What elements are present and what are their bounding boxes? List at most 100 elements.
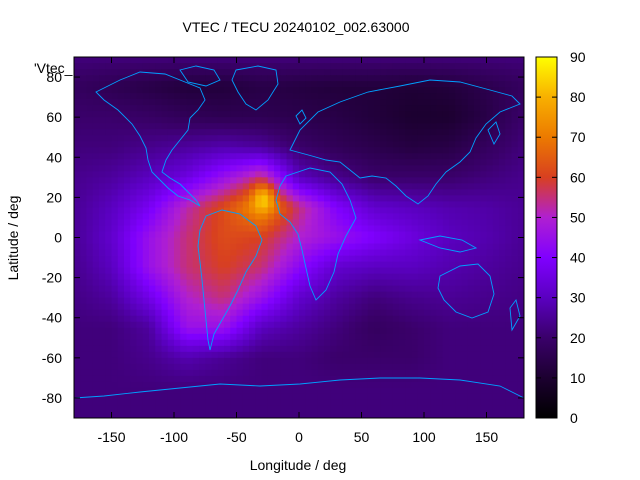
heatmap-cell (461, 261, 469, 268)
heatmap-cell (124, 273, 131, 281)
heatmap-cell (355, 99, 362, 106)
heatmap-cell (186, 333, 194, 341)
heatmap-cell (392, 261, 400, 268)
heatmap-cell (480, 243, 487, 250)
heatmap-cell (492, 267, 500, 274)
heatmap-cell (317, 147, 325, 154)
heatmap-cell (367, 99, 375, 106)
heatmap-cell (199, 63, 206, 70)
heatmap-cell (249, 321, 256, 329)
heatmap-cell (192, 393, 200, 401)
heatmap-cell (199, 177, 206, 184)
heatmap-cell (405, 267, 412, 274)
heatmap-cell (286, 315, 294, 323)
heatmap-cell (311, 129, 319, 136)
heatmap-cell (492, 69, 500, 76)
heatmap-cell (336, 363, 344, 371)
heatmap-cell (99, 135, 106, 142)
heatmap-cell (192, 369, 200, 377)
heatmap-cell (142, 81, 150, 88)
heatmap-cell (255, 183, 262, 190)
heatmap-cell (267, 75, 275, 82)
heatmap-cell (517, 279, 525, 287)
heatmap-cell (436, 141, 444, 148)
heatmap-cell (217, 153, 225, 160)
heatmap-cell (111, 267, 119, 274)
heatmap-cell (155, 375, 162, 383)
heatmap-cell (349, 99, 356, 106)
heatmap-cell (142, 195, 150, 202)
heatmap-cell (242, 375, 250, 383)
heatmap-cell (80, 267, 87, 274)
heatmap-cell (367, 399, 375, 407)
heatmap-cell (105, 117, 112, 124)
heatmap-cell (217, 273, 225, 281)
heatmap-cell (186, 315, 194, 323)
heatmap-cell (111, 243, 119, 250)
heatmap-cell (374, 57, 381, 64)
heatmap-cell (267, 303, 275, 311)
heatmap-cell (392, 393, 400, 401)
heatmap-cell (124, 303, 131, 311)
heatmap-cell (449, 69, 456, 76)
heatmap-cell (217, 99, 225, 106)
heatmap-cell (117, 387, 125, 395)
heatmap-cell (474, 345, 481, 353)
heatmap-cell (342, 243, 350, 250)
heatmap-cell (230, 219, 237, 226)
heatmap-cell (74, 255, 81, 262)
heatmap-cell (449, 369, 456, 377)
heatmap-cell (142, 153, 150, 160)
heatmap-cell (305, 243, 312, 250)
heatmap-cell (480, 69, 487, 76)
heatmap-cell (224, 285, 231, 293)
heatmap-cell (461, 111, 469, 118)
heatmap-cell (274, 69, 281, 76)
heatmap-cell (317, 375, 325, 383)
heatmap-cell (105, 129, 112, 136)
heatmap-cell (492, 207, 500, 214)
heatmap-cell (167, 177, 175, 184)
heatmap-cell (324, 147, 331, 154)
heatmap-cell (180, 369, 187, 377)
heatmap-cell (130, 315, 137, 323)
heatmap-cell (386, 333, 394, 341)
heatmap-cell (467, 57, 475, 64)
heatmap-cell (117, 381, 125, 389)
heatmap-cell (461, 159, 469, 166)
heatmap-cell (161, 75, 169, 82)
heatmap-cell (511, 183, 519, 190)
heatmap-cell (111, 291, 119, 299)
heatmap-cell (317, 153, 325, 160)
heatmap-cell (336, 171, 344, 178)
colorbar-tick-label: 0 (570, 410, 578, 426)
heatmap-cell (424, 147, 431, 154)
heatmap-cell (299, 117, 306, 124)
heatmap-cell (261, 243, 269, 250)
heatmap-cell (80, 345, 87, 353)
heatmap-cell (342, 285, 350, 293)
y-axis-label: Latitude / deg (5, 196, 21, 281)
heatmap-cell (480, 297, 487, 305)
heatmap-cell (124, 321, 131, 329)
heatmap-cell (461, 129, 469, 136)
heatmap-cell (255, 123, 262, 130)
heatmap-cell (192, 189, 200, 196)
heatmap-cell (136, 387, 144, 395)
heatmap-cell (192, 219, 200, 226)
heatmap-cell (486, 207, 494, 214)
heatmap-cell (486, 189, 494, 196)
heatmap-cell (455, 207, 462, 214)
heatmap-cell (105, 411, 112, 419)
heatmap-cell (136, 177, 144, 184)
heatmap-cell (461, 177, 469, 184)
heatmap-cell (149, 225, 156, 232)
heatmap-cell (349, 279, 356, 287)
heatmap-cell (199, 237, 206, 244)
heatmap-cell (305, 219, 312, 226)
heatmap-cell (449, 81, 456, 88)
heatmap-cell (161, 63, 169, 70)
heatmap-cell (192, 315, 200, 323)
heatmap-cell (299, 63, 306, 70)
heatmap-cell (517, 189, 525, 196)
